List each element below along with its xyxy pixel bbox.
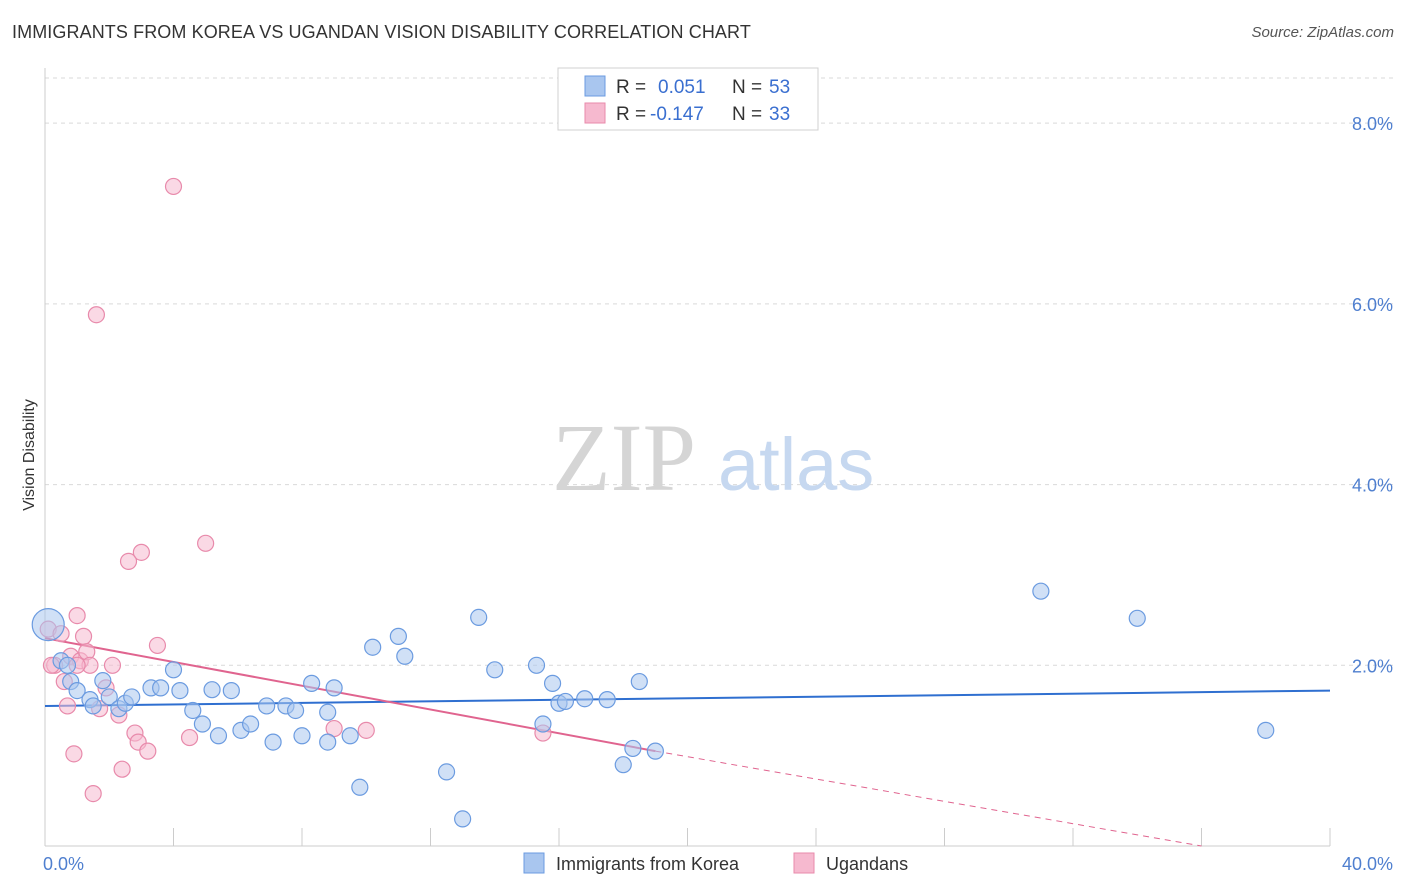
point-ugandans-5: [65, 745, 83, 763]
legend-n-value-0: 53: [769, 77, 790, 98]
trendline-ugandans: [44, 637, 656, 753]
point-korea-38: [454, 810, 472, 828]
y-tick-label-2: 6.0%: [1352, 295, 1393, 315]
point-korea-23: [258, 697, 276, 715]
point-korea-33: [351, 778, 369, 796]
point-korea-14: [164, 661, 183, 679]
point-korea-15: [171, 681, 189, 700]
point-ugandans-22: [139, 742, 157, 760]
point-korea-50: [630, 672, 648, 691]
point-korea-53: [1128, 609, 1146, 627]
y-axis-title: Vision Disability: [21, 399, 38, 511]
y-tick-labels: 2.0% 4.0% 6.0% 8.0%: [1352, 114, 1393, 676]
trendlines: [44, 637, 1331, 847]
point-korea-8: [100, 688, 118, 706]
point-korea-43: [543, 674, 562, 692]
point-korea-18: [203, 681, 221, 699]
point-korea-17: [193, 715, 212, 733]
point-korea-30: [319, 703, 337, 721]
axes: [44, 68, 1331, 847]
point-korea-32: [341, 727, 359, 745]
bottom-legend: Immigrants from Korea Ugandans: [523, 852, 908, 874]
legend-n-label-0: N =: [732, 77, 762, 98]
point-korea-2: [58, 656, 77, 674]
point-ugandans-28: [357, 721, 375, 739]
point-korea-46: [576, 690, 594, 708]
point-korea-11: [123, 688, 141, 706]
point-korea-24: [264, 733, 282, 751]
bottom-legend-label-ugandans: Ugandans: [826, 854, 908, 874]
bottom-legend-swatch-ugandans: [793, 852, 815, 874]
legend-r-value-1: -0.147: [650, 104, 704, 125]
point-ugandans-17: [113, 760, 131, 778]
point-ugandans-8: [74, 627, 93, 645]
bottom-legend-swatch-korea: [523, 852, 545, 874]
x-tick-label-min: 0.0%: [43, 854, 84, 874]
x-tick-label-max: 40.0%: [1342, 854, 1393, 874]
legend-r-label-0: R =: [616, 77, 646, 98]
point-korea-28: [303, 674, 321, 692]
data-points: [31, 177, 1275, 828]
gridlines: [45, 77, 1395, 666]
watermark: ZIP atlas: [552, 404, 874, 511]
point-ugandans-25: [180, 728, 199, 747]
point-korea-6: [84, 697, 102, 715]
legend-r-label-1: R =: [616, 104, 646, 125]
trendline-ugandans-extension: [655, 750, 1202, 847]
point-korea-35: [389, 627, 407, 645]
watermark-zip: ZIP: [552, 404, 696, 511]
point-ugandans-12: [87, 306, 106, 324]
point-korea-16: [184, 701, 202, 720]
point-korea-4: [68, 681, 86, 700]
point-korea-37: [437, 763, 456, 781]
point-korea-45: [556, 692, 575, 711]
point-korea-13: [152, 679, 170, 697]
point-korea-42: [534, 715, 552, 733]
legend-swatch-blue: [584, 75, 606, 97]
y-tick-label-1: 4.0%: [1352, 476, 1393, 496]
point-korea-19: [209, 727, 228, 745]
legend-n-value-1: 33: [769, 104, 790, 125]
point-korea-39: [470, 608, 488, 627]
legend-swatch-pink: [584, 102, 606, 124]
point-korea-26: [286, 701, 305, 720]
bottom-legend-label-korea: Immigrants from Korea: [556, 854, 740, 874]
source-label: Source: ZipAtlas.com: [1251, 24, 1394, 41]
point-korea-51: [646, 742, 664, 760]
point-korea-40: [486, 661, 504, 679]
point-korea-0: [31, 608, 65, 642]
point-korea-47: [598, 691, 616, 709]
point-korea-41: [527, 656, 546, 674]
y-tick-label-3: 8.0%: [1352, 114, 1393, 134]
point-korea-31: [325, 679, 343, 697]
point-korea-20: [222, 681, 240, 700]
point-korea-36: [396, 647, 414, 665]
point-ugandans-11: [84, 784, 102, 803]
point-korea-49: [624, 739, 642, 758]
point-korea-48: [614, 756, 632, 774]
point-korea-34: [364, 638, 382, 656]
point-ugandans-23: [148, 636, 167, 655]
point-ugandans-31: [58, 697, 77, 715]
point-ugandans-21: [132, 543, 150, 561]
point-korea-22: [242, 715, 260, 733]
point-korea-54: [1257, 721, 1275, 739]
point-korea-29: [319, 733, 337, 751]
watermark-atlas: atlas: [718, 423, 874, 506]
point-ugandans-24: [164, 177, 183, 196]
point-ugandans-18: [119, 552, 138, 570]
chart-title: IMMIGRANTS FROM KOREA VS UGANDAN VISION …: [12, 22, 751, 42]
point-ugandans-6: [68, 606, 86, 625]
legend-n-label-1: N =: [732, 104, 762, 125]
y-tick-label-0: 2.0%: [1352, 656, 1393, 676]
legend-r-value-0: 0.051: [658, 77, 706, 98]
point-korea-52: [1032, 582, 1050, 600]
point-ugandans-15: [103, 656, 122, 674]
point-ugandans-26: [197, 534, 215, 552]
point-korea-27: [293, 727, 311, 745]
legend: R = 0.051 N = 53 R = -0.147 N = 33: [557, 67, 819, 131]
point-korea-7: [94, 672, 112, 690]
